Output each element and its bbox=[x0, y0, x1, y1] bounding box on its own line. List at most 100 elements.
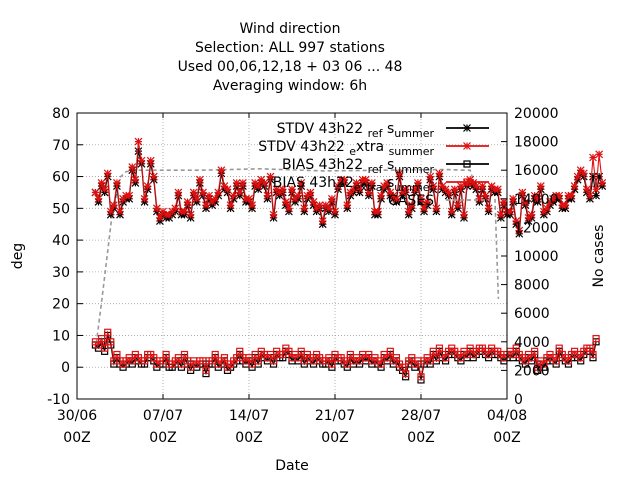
data-point bbox=[506, 207, 514, 216]
legend-text-part: e bbox=[349, 145, 356, 158]
data-point bbox=[536, 182, 545, 191]
data-point bbox=[149, 172, 158, 181]
data-point bbox=[460, 210, 468, 219]
data-point bbox=[361, 175, 370, 184]
data-point bbox=[481, 191, 490, 200]
y-tick-label: 30 bbox=[52, 265, 70, 281]
y-tick-label: -10 bbox=[47, 392, 70, 408]
data-point bbox=[447, 207, 456, 216]
y2-tick-label: 10000 bbox=[514, 249, 559, 265]
series-3 bbox=[91, 328, 600, 381]
data-point bbox=[555, 191, 564, 200]
data-point bbox=[582, 185, 591, 194]
data-point bbox=[531, 347, 539, 355]
y2-tick-label: 2000 bbox=[514, 363, 550, 379]
title-line-1: Wind direction bbox=[240, 21, 341, 37]
data-point bbox=[355, 185, 364, 194]
data-point bbox=[97, 335, 106, 343]
legend-text-part: summer bbox=[389, 145, 435, 158]
data-point bbox=[266, 172, 275, 181]
x-tick-label: 00Z bbox=[63, 430, 90, 446]
y-tick-label: 60 bbox=[52, 170, 70, 186]
data-point bbox=[205, 191, 213, 200]
data-point bbox=[125, 191, 134, 200]
x-tick-label: 07/07 bbox=[143, 408, 183, 424]
data-point bbox=[414, 178, 422, 187]
data-point bbox=[435, 169, 444, 178]
legend-text-part: s bbox=[383, 121, 395, 137]
data-point bbox=[579, 169, 588, 178]
data-point bbox=[512, 217, 521, 225]
data-point bbox=[420, 204, 428, 213]
data-point bbox=[260, 178, 269, 187]
data-point bbox=[134, 147, 143, 156]
data-point bbox=[570, 182, 579, 191]
data-point bbox=[444, 188, 453, 197]
data-point bbox=[592, 185, 600, 194]
y2-tick-label: 6000 bbox=[514, 306, 550, 322]
data-point bbox=[432, 204, 441, 213]
data-point bbox=[509, 194, 518, 203]
data-point bbox=[269, 210, 278, 219]
data-point bbox=[199, 188, 207, 197]
data-point bbox=[171, 204, 180, 213]
tick-layer: 30/06 00Z 07/07 00Z 14/07 00Z 21/07 00Z 28/07 00Z… bbox=[47, 106, 558, 446]
data-point bbox=[457, 182, 465, 191]
data-point bbox=[309, 198, 318, 206]
data-point bbox=[417, 373, 425, 381]
data-point bbox=[364, 188, 373, 197]
data-point bbox=[340, 175, 349, 184]
data-point bbox=[152, 204, 161, 213]
data-point bbox=[367, 178, 376, 187]
data-point bbox=[195, 175, 204, 184]
legend-text-part: ummer bbox=[394, 163, 434, 176]
data-point bbox=[331, 207, 339, 216]
data-point bbox=[202, 366, 210, 374]
data-point bbox=[106, 207, 115, 216]
legend-text-part: STDV 43h22 bbox=[258, 139, 349, 155]
data-point bbox=[450, 185, 459, 194]
data-point bbox=[586, 191, 594, 200]
chart-title: Wind direction Selection: ALL 997 statio… bbox=[178, 21, 403, 94]
data-point bbox=[254, 357, 262, 365]
data-point bbox=[269, 357, 278, 365]
x-tick-label: 30/06 bbox=[57, 408, 97, 424]
data-point bbox=[278, 185, 287, 194]
legend-text-part: ref bbox=[368, 163, 384, 176]
data-point bbox=[463, 178, 471, 186]
data-point bbox=[417, 194, 425, 203]
data-point bbox=[493, 185, 502, 194]
data-point bbox=[349, 185, 358, 194]
data-point bbox=[192, 194, 201, 203]
y2-tick-label: 8000 bbox=[514, 278, 550, 294]
legend-label: BIAS 43h22extra summer bbox=[273, 175, 435, 194]
data-point bbox=[386, 347, 394, 355]
data-point bbox=[211, 194, 220, 203]
data-point bbox=[143, 182, 152, 191]
x-tick-label: 00Z bbox=[321, 430, 348, 446]
title-line-2: Selection: ALL 997 stations bbox=[195, 40, 385, 56]
data-point bbox=[533, 194, 542, 203]
data-point bbox=[383, 178, 392, 187]
data-point bbox=[521, 198, 530, 206]
y-axis-label: deg bbox=[10, 243, 26, 269]
title-line-4: Averaging window: 6h bbox=[213, 78, 367, 94]
data-point bbox=[131, 175, 140, 184]
y-tick-label: 0 bbox=[61, 360, 70, 376]
data-point bbox=[598, 178, 607, 187]
data-point bbox=[423, 198, 432, 206]
data-point bbox=[294, 191, 303, 200]
data-point bbox=[484, 204, 493, 213]
data-point bbox=[109, 201, 118, 210]
legend-text-part: ummer bbox=[394, 181, 434, 194]
series-line bbox=[94, 141, 603, 231]
y2-tick-label: 4000 bbox=[514, 335, 550, 351]
x-tick-label: 28/07 bbox=[401, 408, 441, 424]
data-point bbox=[297, 178, 306, 187]
data-point bbox=[162, 350, 170, 359]
data-point bbox=[463, 160, 471, 168]
data-point bbox=[328, 194, 336, 203]
data-point bbox=[343, 201, 352, 210]
data-point bbox=[377, 191, 385, 200]
data-point bbox=[318, 217, 327, 225]
